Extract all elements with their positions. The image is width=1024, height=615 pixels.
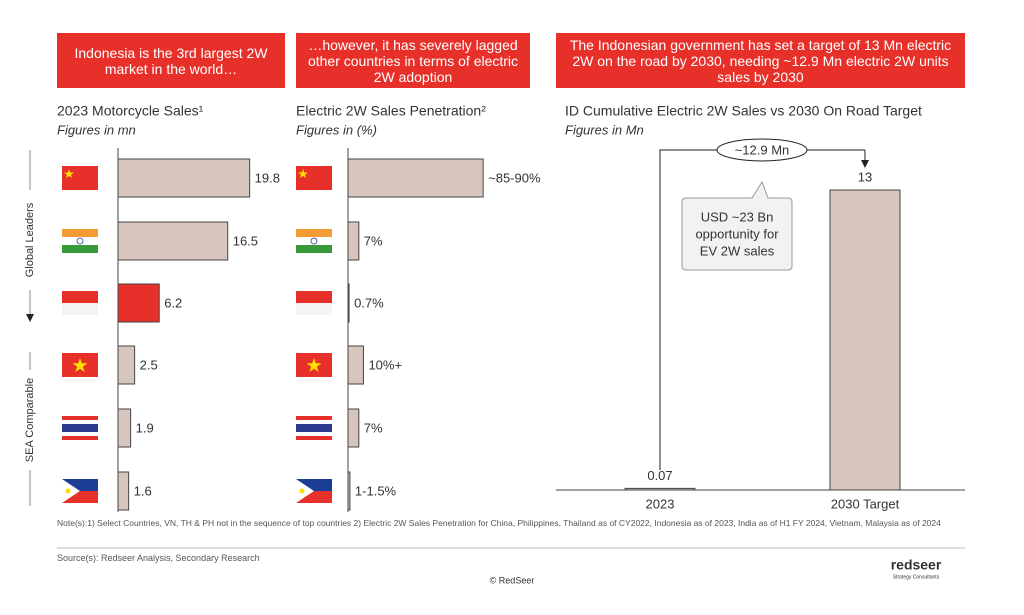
callout-box (681, 180, 793, 271)
callout-line: USD ~23 Bn (701, 209, 774, 224)
source: Source(s): Redseer Analysis, Secondary R… (57, 553, 260, 563)
group-label: SEA Comparable (24, 378, 36, 462)
bar (347, 345, 364, 385)
bar (117, 471, 130, 511)
bar (347, 158, 484, 198)
annotation-bubble (716, 138, 808, 162)
chart-subtitle: Figures in mn (57, 122, 136, 137)
footer: © RedSeer (490, 575, 535, 585)
bar (117, 283, 160, 323)
chart-subtitle: Figures in (%) (296, 122, 377, 137)
bar (347, 283, 350, 323)
callout-line: EV 2W sales (700, 243, 775, 258)
chart-title: 2023 Motorcycle Sales¹ (57, 103, 204, 119)
value-label: 7% (364, 420, 383, 435)
value-label: 6.2 (164, 295, 182, 310)
value-label: 1.9 (136, 420, 154, 435)
bar (829, 189, 901, 491)
chart-title: Electric 2W Sales Penetration² (296, 103, 486, 119)
x-tick-label: 2023 (646, 496, 675, 511)
bar (117, 408, 132, 448)
bar (347, 471, 351, 511)
value-label: 1.6 (134, 483, 152, 498)
value-label: 10%+ (368, 357, 402, 372)
group-label: Global Leaders (24, 202, 36, 277)
bar (347, 408, 360, 448)
banner: The Indonesian government has set a targ… (556, 33, 965, 88)
bar (117, 158, 251, 198)
value-label: 13 (858, 169, 872, 184)
logo: redseer (891, 557, 942, 573)
notes: Note(s):1) Select Countries, VN, TH & PH… (57, 518, 941, 528)
chart-title: ID Cumulative Electric 2W Sales vs 2030 … (565, 103, 922, 119)
bar (624, 487, 696, 491)
value-label: 0.7% (354, 295, 384, 310)
value-label: ~85-90% (488, 170, 541, 185)
value-label: 7% (364, 233, 383, 248)
value-label: 19.8 (255, 170, 280, 185)
chart-subtitle: Figures in Mn (565, 122, 644, 137)
bar (117, 345, 136, 385)
bar (347, 221, 360, 261)
banner: …however, it has severely lagged other c… (296, 33, 530, 88)
logo-sub: Strategy Consultants (893, 574, 940, 580)
bar (117, 221, 229, 261)
x-tick-label: 2030 Target (831, 496, 900, 511)
value-label: 2.5 (140, 357, 158, 372)
banner: Indonesia is the 3rd largest 2W market i… (57, 33, 285, 88)
value-label: 1-1.5% (355, 483, 397, 498)
value-label: 16.5 (233, 233, 258, 248)
annotation: ~12.9 Mn (735, 142, 790, 157)
value-label: 0.07 (647, 468, 672, 483)
callout-line: opportunity for (695, 226, 779, 241)
